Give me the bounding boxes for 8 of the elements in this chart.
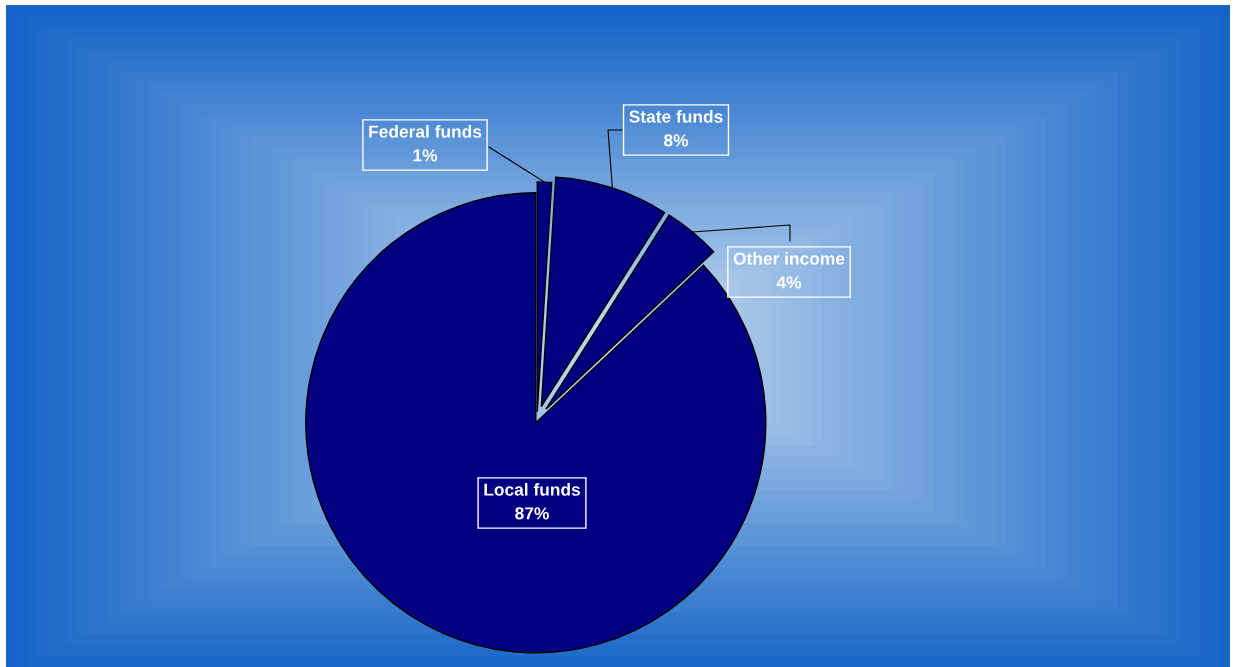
slice-label: Other income bbox=[733, 252, 845, 265]
data-label: 87% bbox=[515, 507, 549, 520]
data-label: 1% bbox=[413, 149, 438, 162]
slice-label: State funds bbox=[629, 110, 723, 123]
data-label: 8% bbox=[664, 134, 689, 147]
slice-label: Federal funds bbox=[369, 125, 482, 138]
slice-label: Local funds bbox=[484, 483, 580, 496]
data-label: 4% bbox=[776, 276, 802, 289]
